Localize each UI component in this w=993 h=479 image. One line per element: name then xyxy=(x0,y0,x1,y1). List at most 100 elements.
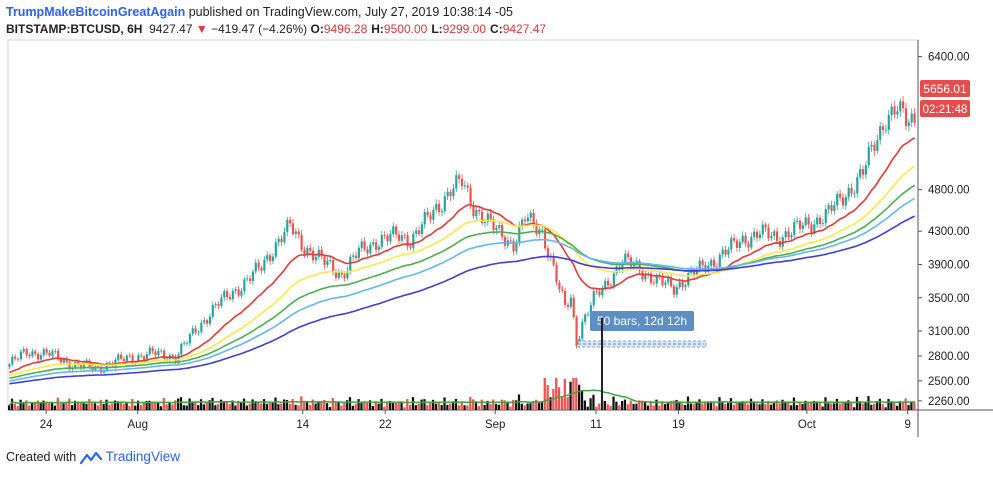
candle-body xyxy=(140,355,143,357)
candle-body xyxy=(363,241,366,250)
volume-bar xyxy=(237,400,240,410)
candle-body xyxy=(291,223,295,235)
candle-body xyxy=(228,297,232,300)
time-tick-label: 19 xyxy=(672,419,685,431)
candle-body xyxy=(274,242,277,257)
candle-body xyxy=(876,140,879,151)
volume-bar xyxy=(426,404,429,410)
volume-bar xyxy=(898,401,902,410)
volume-bar xyxy=(285,399,289,410)
candle-body xyxy=(503,237,507,246)
volume-bar xyxy=(391,402,395,410)
candle-body xyxy=(887,114,890,130)
candle-body xyxy=(271,256,275,262)
time-tick-label: 9 xyxy=(904,419,910,431)
volume-bar xyxy=(844,401,847,410)
price-tick-label: 4800.00 xyxy=(928,185,970,197)
candle-body xyxy=(681,281,684,288)
close-label: C: xyxy=(490,22,503,36)
candle-body xyxy=(226,291,229,298)
candle-body xyxy=(486,213,489,223)
volume-bar xyxy=(569,381,572,410)
candle-body xyxy=(240,291,243,296)
volume-bar xyxy=(397,401,400,410)
candle-body xyxy=(730,238,733,250)
volume-bar xyxy=(394,401,397,410)
measure-tool[interactable]: 50 bars, 12d 12h xyxy=(577,311,707,410)
ohlc-legend: BITSTAMP:BTCUSD, 6H 9427.47 ▼ −419.47 (−… xyxy=(6,22,546,36)
candle-body xyxy=(114,359,117,367)
candle-body xyxy=(211,304,214,317)
price-tick-label: 2800.00 xyxy=(928,351,970,363)
low-label: L: xyxy=(431,22,443,36)
volume-bar xyxy=(560,397,564,410)
volume-bar xyxy=(222,402,226,410)
volume-bar xyxy=(804,400,807,410)
candle-body xyxy=(624,253,627,263)
volume-bar xyxy=(25,400,28,410)
volume-bar xyxy=(850,403,853,410)
measure-label: 50 bars, 12d 12h xyxy=(597,314,687,328)
candle-body xyxy=(687,272,690,286)
volume-bar xyxy=(463,405,466,410)
volume-bar xyxy=(695,402,698,410)
candle-body xyxy=(323,256,326,265)
volume-bar xyxy=(79,402,82,410)
candle-body xyxy=(440,211,444,212)
price-tick-label: 4300.00 xyxy=(928,226,970,238)
candle-body xyxy=(747,243,750,248)
volume-bar xyxy=(93,403,97,410)
ema-line xyxy=(9,215,915,385)
volume-bar xyxy=(726,402,730,410)
candle-body xyxy=(672,286,676,295)
volume-bar xyxy=(474,402,478,410)
candle-body xyxy=(65,358,68,363)
volume-bar xyxy=(151,402,154,410)
candle-body xyxy=(518,225,521,244)
volume-bar xyxy=(778,403,781,410)
volume-bar xyxy=(738,402,741,410)
candle-body xyxy=(584,314,587,322)
candle-body xyxy=(532,212,535,224)
volume-bar xyxy=(492,399,495,410)
candle-body xyxy=(317,249,320,257)
candle-body xyxy=(332,259,335,272)
symbol-label: BITSTAMP:BTCUSD, 6H xyxy=(6,22,143,36)
candle-body xyxy=(684,285,687,288)
candle-body xyxy=(203,320,206,323)
volume-bar xyxy=(638,400,641,410)
volume-bar xyxy=(145,401,148,410)
volume-bar xyxy=(683,404,687,410)
candle-body xyxy=(724,249,727,255)
candle-body xyxy=(830,205,833,211)
price-change: −419.47 (−4.26%) xyxy=(211,22,308,36)
volume-bar xyxy=(818,402,821,410)
volume-bar xyxy=(910,401,913,410)
volume-bar xyxy=(197,405,200,410)
candle-body xyxy=(36,353,40,360)
candle-body xyxy=(753,231,756,237)
volume-bar xyxy=(543,378,546,410)
candle-body xyxy=(180,343,183,355)
candle-body xyxy=(632,264,635,267)
volume-bar xyxy=(320,401,323,410)
candle-body xyxy=(266,255,269,260)
candle-body xyxy=(237,289,240,296)
volume-bar xyxy=(248,403,251,410)
volume-bar xyxy=(334,401,337,410)
candle-body xyxy=(595,291,598,292)
tradingview-link[interactable]: TradingView xyxy=(105,449,180,464)
volume-bar xyxy=(895,405,899,410)
candle-body xyxy=(214,303,217,305)
candle-body xyxy=(649,273,653,283)
volume-bar xyxy=(578,384,581,410)
volume-bar xyxy=(240,402,243,410)
author-link[interactable]: TrumpMakeBitcoinGreatAgain xyxy=(6,5,186,19)
volume-bar xyxy=(514,400,518,410)
candle-body xyxy=(561,289,564,291)
candle-body xyxy=(472,205,475,217)
candle-body xyxy=(128,355,131,357)
high-value: 9500.00 xyxy=(383,22,428,36)
